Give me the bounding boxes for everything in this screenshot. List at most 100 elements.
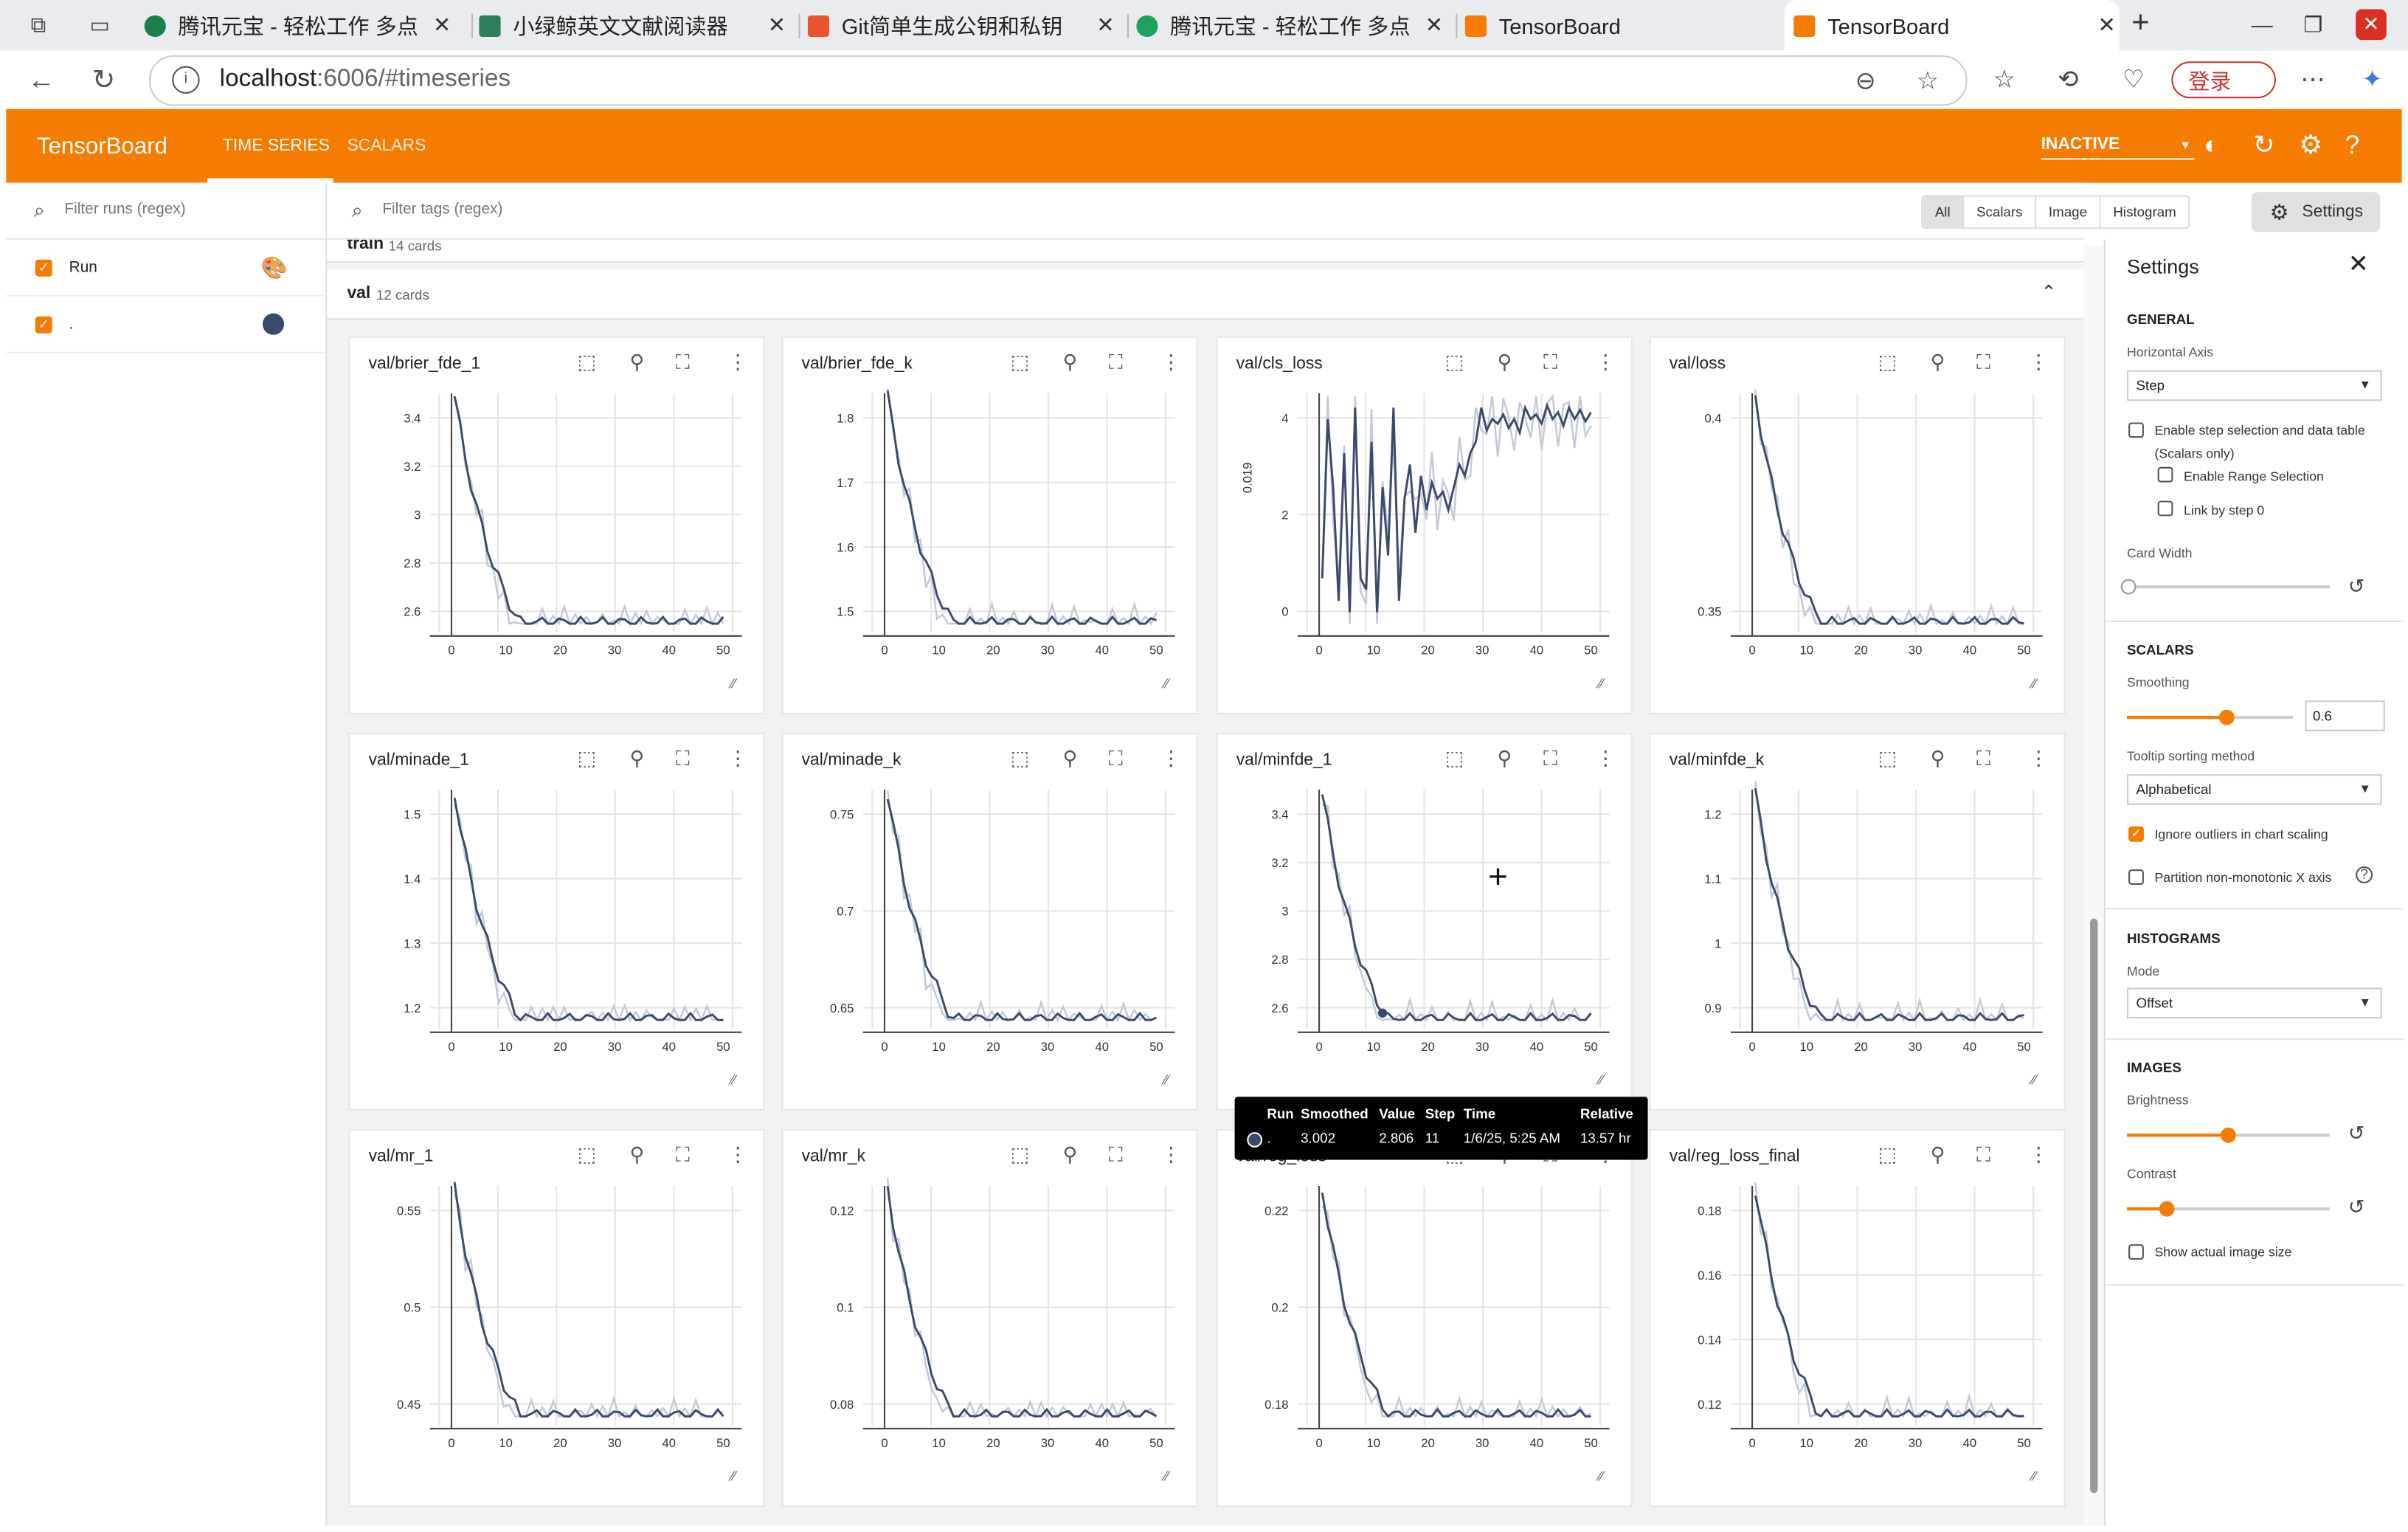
slider-knob[interactable]: [2220, 1127, 2236, 1143]
fullscreen-icon[interactable]: ⛶: [1543, 350, 1557, 373]
close-tab-icon[interactable]: ✕: [433, 12, 452, 37]
resize-handle-icon[interactable]: ⁄⁄: [730, 1469, 736, 1484]
back-icon[interactable]: ←: [27, 64, 55, 96]
resize-handle-icon[interactable]: ⁄⁄: [2031, 675, 2037, 691]
close-icon[interactable]: ✕: [2348, 252, 2369, 278]
group-header-val[interactable]: val 12 cards ⌃: [327, 269, 2084, 320]
more-vert-icon[interactable]: ⋮: [1160, 350, 1181, 373]
favorites-icon[interactable]: ☆: [1993, 67, 2016, 94]
resize-handle-icon[interactable]: ⁄⁄: [1163, 675, 1169, 691]
browser-tab-4[interactable]: 腾讯元宝 - 轻松工作 多点 ✕: [1127, 6, 1456, 44]
copilot-icon[interactable]: ✦: [2362, 67, 2383, 94]
resize-handle-icon[interactable]: ⁄⁄: [1598, 1469, 1604, 1484]
more-vert-icon[interactable]: ⋮: [1160, 1142, 1181, 1166]
close-tab-icon[interactable]: ✕: [1096, 12, 1115, 37]
plugin-select[interactable]: INACTIVE ▼: [2041, 135, 2195, 160]
pin-icon[interactable]: ⚲: [629, 350, 645, 373]
resize-handle-icon[interactable]: ⁄⁄: [730, 1072, 736, 1088]
browser-tab-5[interactable]: TensorBoard: [1456, 6, 1784, 44]
more-vert-icon[interactable]: ⋮: [727, 1142, 748, 1166]
palette-icon[interactable]: 🎨: [260, 255, 288, 280]
close-window-icon[interactable]: ✕: [2356, 9, 2387, 41]
login-button[interactable]: 登录: [2171, 61, 2276, 99]
slider-knob[interactable]: [2218, 709, 2235, 725]
fit-domain-icon[interactable]: ⬚: [577, 746, 597, 770]
scrollbar-thumb[interactable]: [2090, 918, 2098, 1494]
line-chart[interactable]: 3.4 3.2 3 2.8 2.6 0 10 20 30 40 50: [1218, 734, 1631, 1109]
fullscreen-icon[interactable]: ⛶: [1108, 746, 1123, 770]
collapse-chevron-icon[interactable]: ⌃: [2041, 280, 2057, 303]
resize-handle-icon[interactable]: ⁄⁄: [1598, 675, 1604, 691]
filter-scalars-button[interactable]: Scalars: [1964, 196, 2037, 228]
favorite-star-icon[interactable]: ☆: [1916, 69, 1939, 96]
refresh-icon[interactable]: ↻: [91, 64, 116, 96]
run-checkbox[interactable]: ✓: [35, 316, 52, 334]
run-checkbox-all[interactable]: ✓: [35, 259, 52, 277]
line-chart[interactable]: 3.4 3.2 3 2.8 2.6 0 10 20 30 40 50: [350, 338, 764, 713]
group-header-train[interactable]: train 14 cards ⌃: [327, 239, 2084, 263]
resize-handle-icon[interactable]: ⁄⁄: [1598, 1072, 1604, 1088]
filter-histogram-button[interactable]: Histogram: [2113, 204, 2176, 220]
more-vert-icon[interactable]: ⋮: [727, 746, 748, 770]
more-vert-icon[interactable]: ⋮: [727, 350, 748, 373]
smoothing-slider[interactable]: [2127, 709, 2293, 725]
pin-icon[interactable]: ⚲: [1062, 746, 1078, 770]
tab-time-series[interactable]: TIME SERIES: [222, 137, 330, 156]
browser-tab-3[interactable]: Git简单生成公钥和私钥 ✕: [798, 6, 1127, 44]
scrollbar[interactable]: [2083, 246, 2104, 1526]
help-icon[interactable]: ?: [2356, 866, 2373, 883]
fullscreen-icon[interactable]: ⛶: [675, 1142, 690, 1166]
pin-icon[interactable]: ⚲: [1497, 350, 1512, 373]
fullscreen-icon[interactable]: ⛶: [1976, 350, 1990, 373]
tab-scalars[interactable]: SCALARS: [347, 137, 426, 156]
fullscreen-icon[interactable]: ⛶: [1976, 1142, 1990, 1166]
partition-checkbox[interactable]: [2128, 869, 2144, 886]
settings-gear-icon[interactable]: ⚙: [2299, 130, 2322, 160]
fullscreen-icon[interactable]: ⛶: [1108, 350, 1123, 373]
reset-icon[interactable]: ↺: [2348, 1195, 2365, 1218]
line-chart[interactable]: 0.4 0.35 0 10 20 30 40 50: [1651, 338, 2064, 713]
histogram-mode-select[interactable]: Offset ▼: [2127, 987, 2382, 1019]
step-selection-checkbox[interactable]: [2128, 422, 2144, 438]
tab-actions-icon[interactable]: ▭: [89, 12, 111, 37]
line-chart[interactable]: 1.2 1.1 1 0.9 0 10 20 30 40 50: [1651, 734, 2064, 1109]
tooltip-sort-select[interactable]: Alphabetical ▼: [2127, 774, 2382, 805]
collapse-chevron-icon[interactable]: ⌃: [2041, 239, 2057, 252]
fit-domain-icon[interactable]: ⬚: [577, 350, 597, 373]
resize-handle-icon[interactable]: ⁄⁄: [730, 675, 736, 691]
more-vert-icon[interactable]: ⋮: [1595, 746, 1616, 770]
more-vert-icon[interactable]: ⋮: [2028, 1142, 2049, 1166]
more-vert-icon[interactable]: ⋮: [2028, 350, 2049, 373]
minimize-icon[interactable]: —: [2251, 12, 2273, 37]
fullscreen-icon[interactable]: ⛶: [1108, 1142, 1123, 1166]
link-by-step-checkbox[interactable]: [2157, 500, 2173, 517]
browser-tab-1[interactable]: 腾讯元宝 - 轻松工作 多点 ✕: [135, 6, 470, 44]
fullscreen-icon[interactable]: ⛶: [1976, 746, 1990, 770]
history-icon[interactable]: ⟲: [2058, 67, 2079, 94]
slider-knob[interactable]: [2120, 579, 2137, 595]
ignore-outliers-checkbox[interactable]: ✓: [2128, 826, 2144, 842]
more-options-icon[interactable]: ⋯: [2300, 67, 2325, 94]
browser-tab-2[interactable]: 小绿鲸英文文献阅读器 ✕: [470, 6, 798, 44]
smoothing-input[interactable]: 0.6: [2305, 700, 2385, 731]
line-chart[interactable]: 0.12 0.1 0.08 0 10 20 30 40 50: [783, 1131, 1197, 1505]
line-chart[interactable]: 0.55 0.5 0.45 0 10 20 30 40 50: [350, 1131, 764, 1505]
new-tab-icon[interactable]: +: [2131, 6, 2150, 41]
close-tab-icon[interactable]: ✕: [2097, 12, 2116, 37]
fit-domain-icon[interactable]: ⬚: [1445, 350, 1464, 373]
pin-icon[interactable]: ⚲: [1930, 350, 1945, 373]
close-tab-icon[interactable]: ✕: [1425, 12, 1444, 37]
range-selection-checkbox[interactable]: [2157, 466, 2173, 483]
pin-icon[interactable]: ⚲: [1930, 746, 1945, 770]
actual-size-checkbox[interactable]: [2128, 1244, 2144, 1260]
fit-domain-icon[interactable]: ⬚: [1010, 350, 1030, 373]
line-chart[interactable]: 0.22 0.2 0.18 0 10 20 30 40 50: [1218, 1131, 1631, 1505]
reset-icon[interactable]: ↺: [2348, 1121, 2365, 1145]
reload-icon[interactable]: ↻: [2252, 130, 2275, 160]
fit-domain-icon[interactable]: ⬚: [577, 1142, 597, 1166]
fit-domain-icon[interactable]: ⬚: [1878, 1142, 1897, 1166]
line-chart[interactable]: 0.75 0.7 0.65 0 10 20 30 40 50: [783, 734, 1197, 1109]
url-field[interactable]: i localhost:6006/#timeseries ⊖ ☆: [148, 55, 1968, 106]
fullscreen-icon[interactable]: ⛶: [1543, 746, 1557, 770]
